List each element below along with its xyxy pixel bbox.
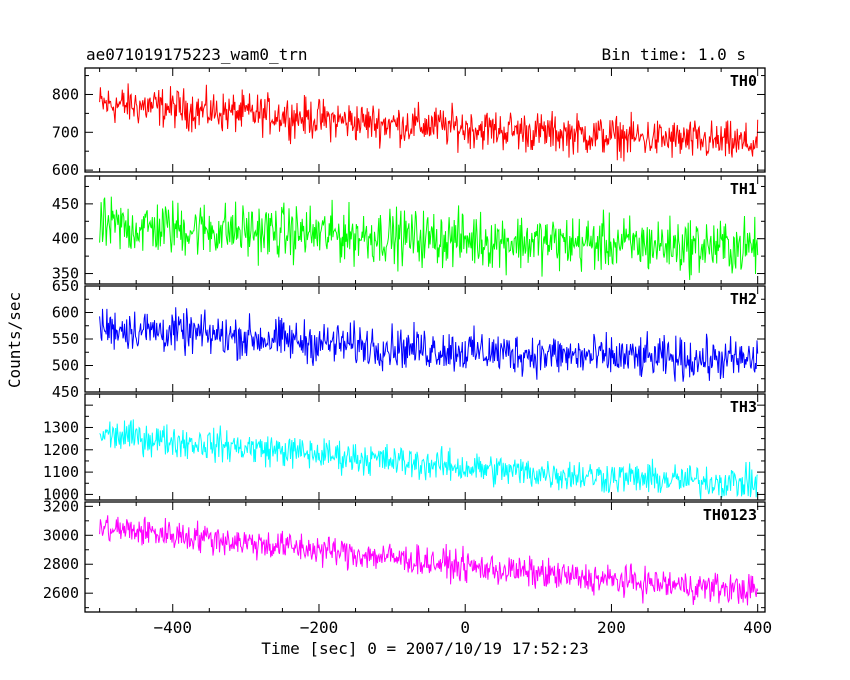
y-tick-label: 1300	[43, 418, 79, 436]
series-line-th0123	[99, 515, 759, 606]
panel-th0: 600 700 800 TH0	[52, 67, 766, 179]
y-tick-label: 600	[52, 304, 79, 322]
series-label-th3: TH3	[730, 398, 757, 416]
series-line-th3	[99, 419, 758, 500]
x-tick-label: 200	[597, 618, 626, 637]
panels-group: 600 700 800 TH0 350 400 450 TH1 450 500 550 600 650 T…	[43, 67, 766, 613]
y-tick-label: 1000	[43, 485, 79, 503]
y-tick-label: 650	[52, 277, 79, 295]
x-tick-label: 400	[743, 618, 772, 637]
y-tick-label: 1100	[43, 463, 79, 481]
x-tick-label: −400	[153, 618, 192, 637]
series-line-th0	[99, 83, 759, 162]
y-tick-label: 3200	[43, 497, 79, 515]
y-tick-label: 3000	[43, 526, 79, 544]
y-tick-label: 700	[52, 123, 79, 141]
y-tick-label: 450	[52, 383, 79, 401]
series-label-th1: TH1	[730, 180, 757, 198]
series-line-th2	[99, 307, 759, 382]
x-tick-label: 0	[460, 618, 470, 637]
y-tick-label: 450	[52, 195, 79, 213]
panel-frame	[84, 175, 766, 285]
panel-th2: 450 500 550 600 650 TH2	[52, 277, 766, 401]
panel-frame	[84, 67, 766, 173]
panel-th0123: 2600 2800 3000 3200 TH0123	[43, 497, 766, 613]
y-tick-label: 550	[52, 330, 79, 348]
x-tick-label: −200	[300, 618, 339, 637]
y-tick-label: 600	[52, 161, 79, 179]
panel-frame	[84, 393, 766, 501]
y-tick-label: 1200	[43, 441, 79, 459]
y-tick-label: 400	[52, 230, 79, 248]
y-tick-label: 2600	[43, 584, 79, 602]
series-label-th0: TH0	[730, 72, 757, 90]
x-tick-labels: −400 −200 0 200 400	[153, 618, 772, 637]
x-axis-label: Time [sec] 0 = 2007/10/19 17:52:23	[261, 639, 589, 658]
y-tick-label: 2800	[43, 555, 79, 573]
series-label-th2: TH2	[730, 290, 757, 308]
series-label-th0123: TH0123	[703, 506, 757, 524]
y-tick-label: 500	[52, 357, 79, 375]
panel-frame	[84, 501, 766, 613]
panel-th1: 350 400 450 TH1	[52, 175, 766, 285]
y-axis-label: Counts/sec	[5, 292, 24, 388]
bin-time-label: Bin time: 1.0 s	[602, 45, 747, 64]
y-tick-label: 350	[52, 265, 79, 283]
series-line-th1	[99, 196, 759, 281]
panel-th3: 1000 1100 1200 1300 TH3	[43, 393, 766, 503]
y-tick-label: 800	[52, 85, 79, 103]
chart-title: ae071019175223_wam0_trn	[86, 45, 308, 64]
